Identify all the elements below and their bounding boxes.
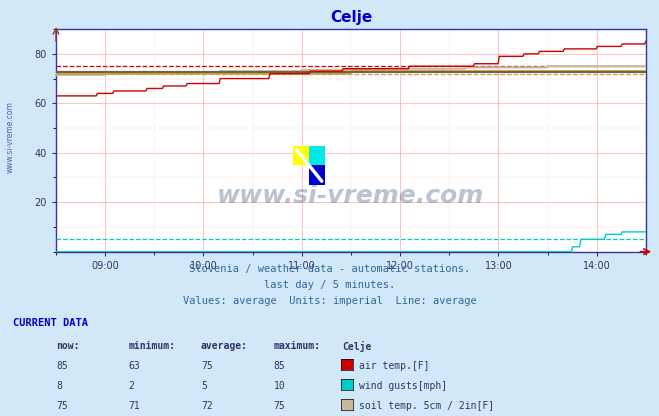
Text: CURRENT DATA: CURRENT DATA [13,318,88,328]
Text: 71: 71 [129,401,140,411]
Text: 2: 2 [129,381,134,391]
Title: Celje: Celje [330,10,372,25]
Text: Values: average  Units: imperial  Line: average: Values: average Units: imperial Line: av… [183,296,476,306]
Text: maximum:: maximum: [273,341,320,351]
Text: 75: 75 [273,401,285,411]
Text: 85: 85 [56,361,68,371]
Text: www.si-vreme.com: www.si-vreme.com [5,102,14,173]
Text: 5: 5 [201,381,207,391]
Text: minimum:: minimum: [129,341,175,351]
Text: 85: 85 [273,361,285,371]
Text: now:: now: [56,341,80,351]
Text: Slovenia / weather data - automatic stations.: Slovenia / weather data - automatic stat… [189,264,470,274]
Text: Celje: Celje [343,341,372,352]
Bar [309,146,325,165]
Text: www.si-vreme.com: www.si-vreme.com [217,184,484,208]
Text: average:: average: [201,341,248,351]
Text: last day / 5 minutes.: last day / 5 minutes. [264,280,395,290]
Text: wind gusts[mph]: wind gusts[mph] [359,381,447,391]
Text: 75: 75 [56,401,68,411]
Text: 8: 8 [56,381,62,391]
Text: 72: 72 [201,401,213,411]
Text: 63: 63 [129,361,140,371]
Text: soil temp. 5cm / 2in[F]: soil temp. 5cm / 2in[F] [359,401,494,411]
Text: 10: 10 [273,381,285,391]
Text: air temp.[F]: air temp.[F] [359,361,430,371]
Bar [293,146,309,165]
Text: 75: 75 [201,361,213,371]
Bar [309,165,325,185]
